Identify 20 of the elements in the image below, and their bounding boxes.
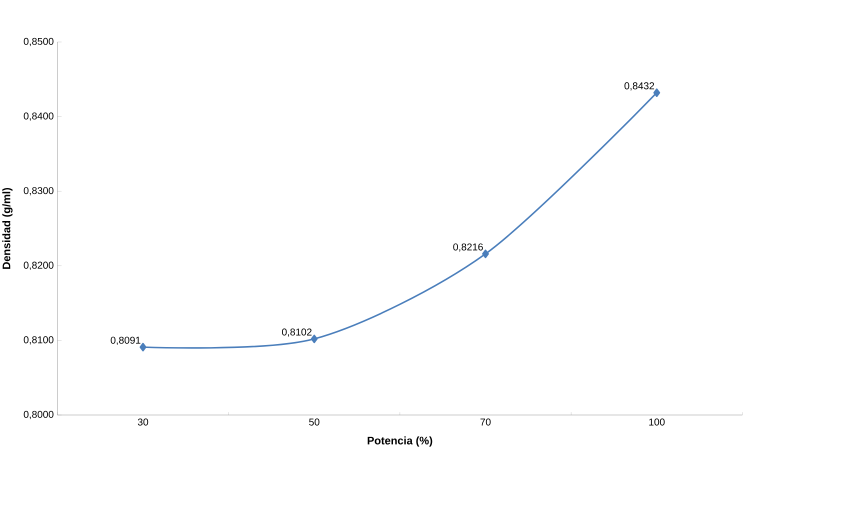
data-label: 0,8216 <box>453 243 483 252</box>
point <box>653 88 660 98</box>
y-tick-label: 0,8200 <box>24 262 54 270</box>
y-tick-label: 0,8300 <box>24 187 54 196</box>
y-tick-label: 0,8400 <box>24 112 54 121</box>
x-tick-label: 50 <box>309 418 320 426</box>
x-tick-label: 30 <box>138 418 148 426</box>
point <box>310 334 318 344</box>
x-tick-label: 100 <box>649 418 665 426</box>
data-label: 0,8432 <box>624 82 654 91</box>
y-axis-title: Densidad (g/ml) <box>2 188 13 269</box>
data-label: 0,8102 <box>282 328 312 337</box>
y-tick-label: 0,8500 <box>24 38 54 46</box>
data-label: 0,8091 <box>110 336 140 345</box>
y-tick-label: 0,8000 <box>24 410 54 420</box>
y-tick-label: 0,8100 <box>24 336 54 345</box>
x-axis-title: Potencia (%) <box>368 436 432 447</box>
point <box>140 342 146 352</box>
x-tick-label: 70 <box>480 418 491 426</box>
point <box>482 250 489 258</box>
